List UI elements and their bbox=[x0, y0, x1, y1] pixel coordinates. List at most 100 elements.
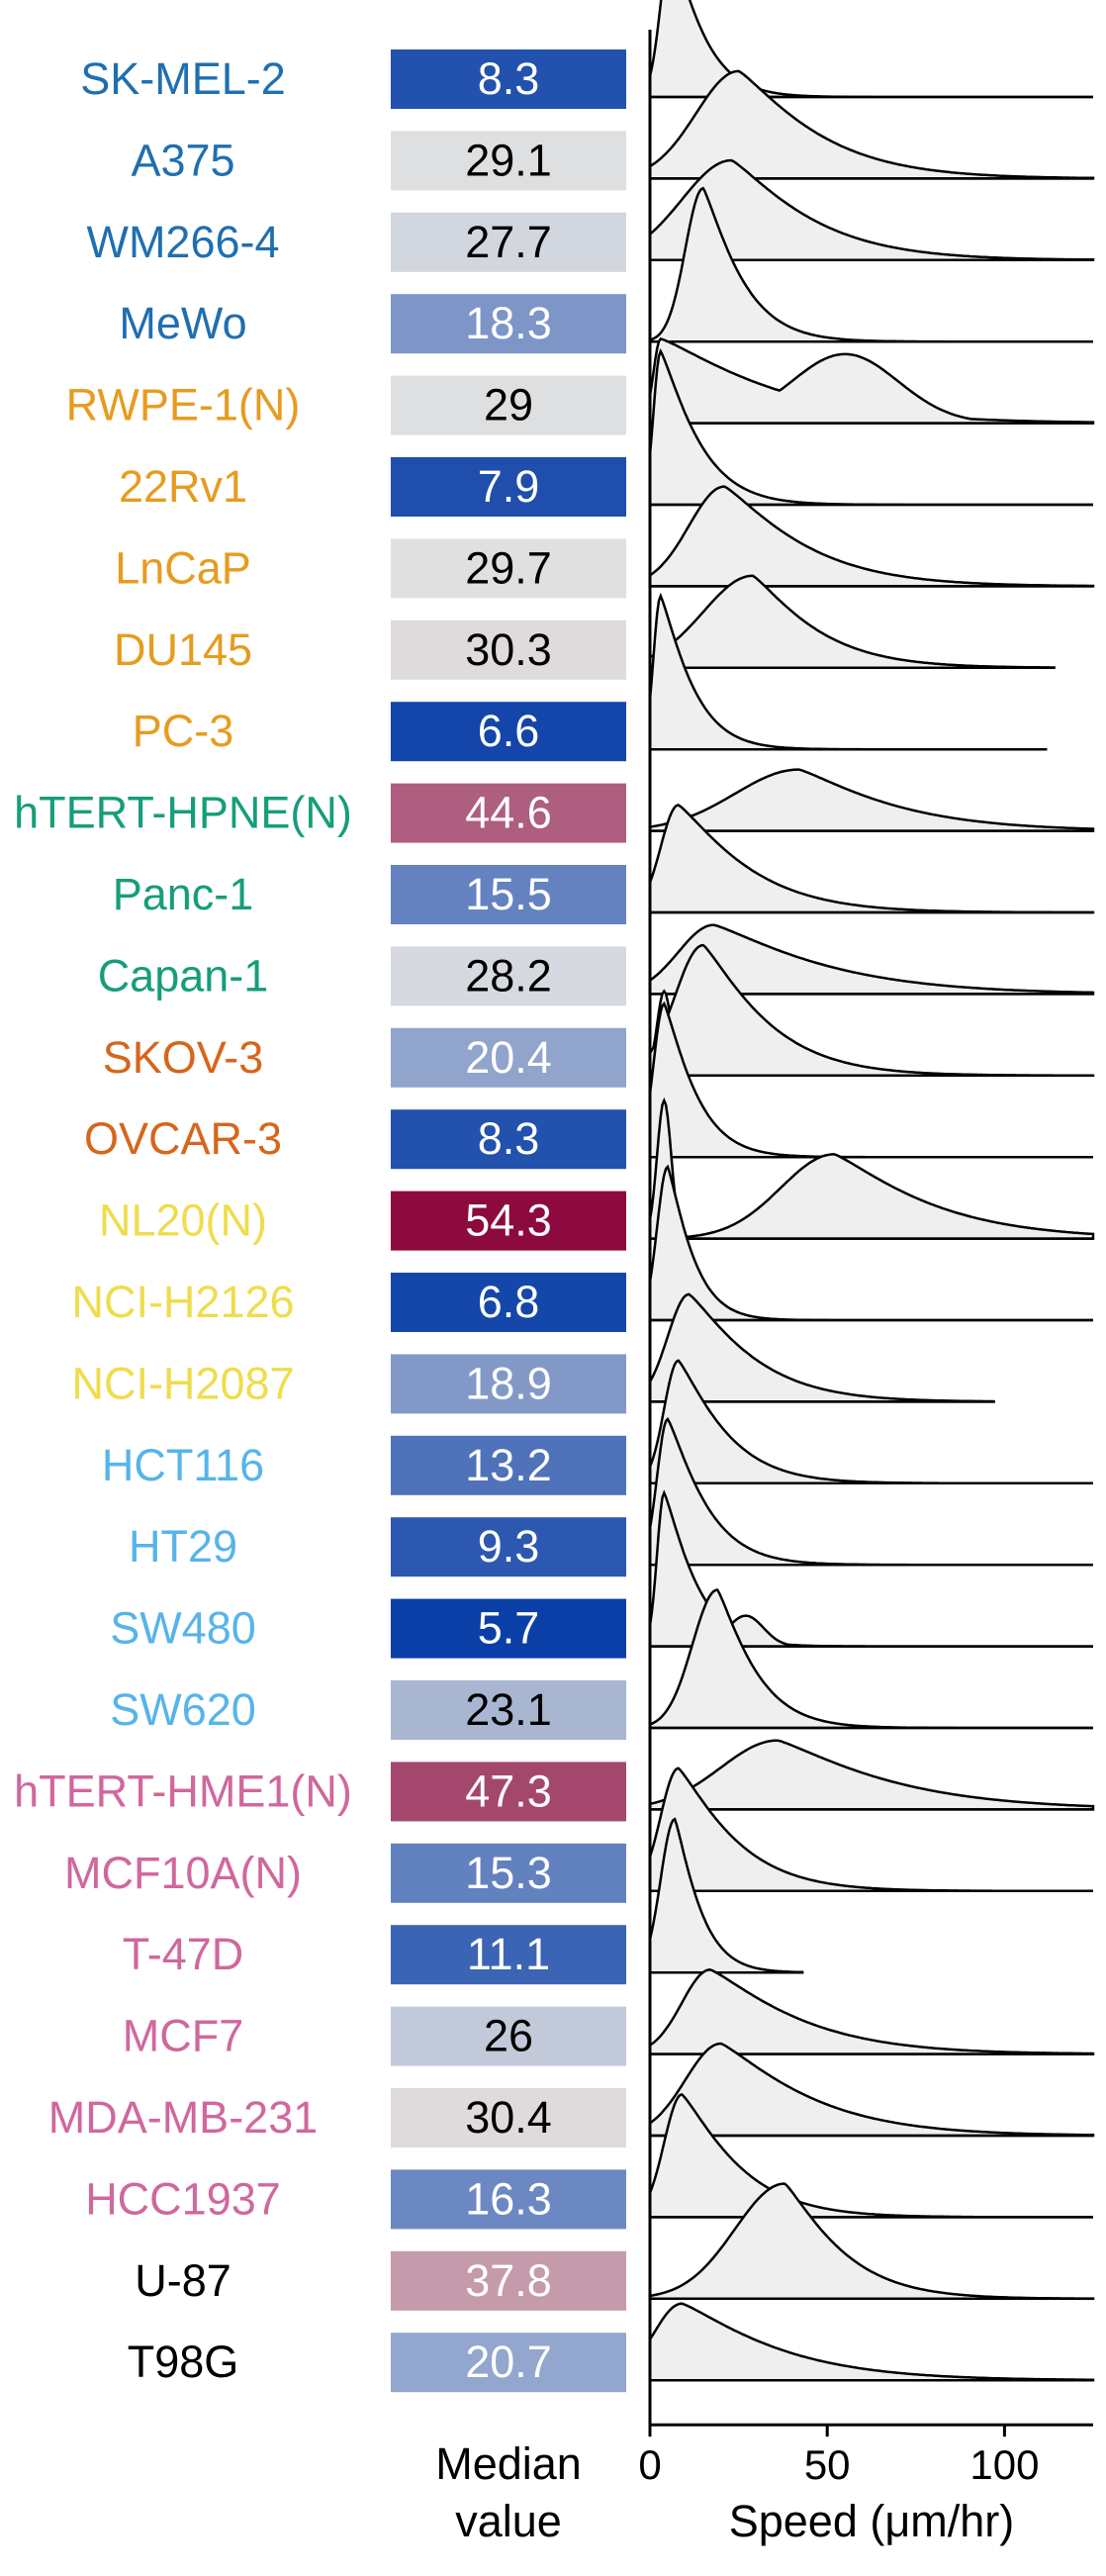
row-label: WM266-4 bbox=[86, 217, 279, 267]
median-value: 27.7 bbox=[465, 217, 552, 267]
median-value: 7.9 bbox=[478, 461, 540, 512]
median-box bbox=[391, 1435, 626, 1495]
row-label: DU145 bbox=[114, 624, 252, 675]
median-value: 8.3 bbox=[478, 53, 540, 104]
median-value: 6.6 bbox=[478, 706, 540, 756]
row-label: NCI-H2087 bbox=[71, 1358, 294, 1408]
median-value: 47.3 bbox=[465, 1765, 552, 1816]
median-value: 11.1 bbox=[467, 1929, 550, 1979]
median-box bbox=[391, 2088, 626, 2147]
median-value: 13.2 bbox=[465, 1440, 552, 1490]
row-label: MCF10A(N) bbox=[64, 1848, 302, 1898]
median-box bbox=[391, 538, 626, 599]
row-label: 22Rv1 bbox=[119, 461, 247, 512]
median-value: 18.3 bbox=[465, 298, 552, 348]
x-tick-label: 50 bbox=[804, 2441, 851, 2488]
row-label: MCF7 bbox=[123, 2011, 244, 2061]
density-ridge-t-47d bbox=[648, 1817, 804, 1974]
median-box bbox=[391, 375, 626, 435]
median-box bbox=[391, 783, 626, 843]
row-label: SW480 bbox=[110, 1603, 256, 1654]
median-value: 20.4 bbox=[465, 1032, 552, 1083]
median-box bbox=[391, 1680, 626, 1740]
median-box bbox=[391, 1191, 626, 1251]
density-ridge-a375 bbox=[648, 69, 1095, 180]
median-value: 5.7 bbox=[478, 1603, 540, 1654]
median-box bbox=[391, 1027, 626, 1088]
median-value: 9.3 bbox=[478, 1521, 540, 1572]
row-label: NL20(N) bbox=[99, 1195, 267, 1246]
median-box bbox=[391, 294, 626, 354]
row-label: T98G bbox=[128, 2337, 239, 2387]
median-header-line1: Median bbox=[435, 2438, 582, 2489]
row-label: SW620 bbox=[110, 1684, 256, 1735]
median-box bbox=[391, 2169, 626, 2230]
row-label: OVCAR-3 bbox=[84, 1113, 282, 1164]
density-ridge-nci-h2087 bbox=[648, 1292, 996, 1403]
median-value: 16.3 bbox=[465, 2173, 552, 2224]
median-value: 26 bbox=[484, 2011, 533, 2061]
x-tick-labels: 0 50 100 bbox=[638, 2425, 1039, 2488]
median-box bbox=[391, 131, 626, 191]
row-label: U-87 bbox=[135, 2255, 231, 2306]
median-box bbox=[391, 212, 626, 272]
median-box bbox=[391, 2006, 626, 2066]
median-value: 23.1 bbox=[465, 1684, 552, 1735]
row-label: HCT116 bbox=[102, 1440, 264, 1490]
row-label: NCI-H2126 bbox=[71, 1277, 294, 1327]
median-value: 15.5 bbox=[465, 869, 552, 919]
row-label: HCC1937 bbox=[85, 2173, 281, 2224]
median-value: 18.9 bbox=[465, 1358, 552, 1408]
median-value: 28.2 bbox=[465, 950, 552, 1001]
x-axis-label: Speed (μm/hr) bbox=[729, 2496, 1015, 2546]
x-tick-label: 100 bbox=[969, 2441, 1039, 2488]
median-box bbox=[391, 2250, 626, 2311]
median-header-line2: value bbox=[455, 2496, 562, 2546]
median-value: 54.3 bbox=[465, 1195, 552, 1246]
density-ridge-capan-1 bbox=[648, 923, 1095, 996]
median-box bbox=[391, 1598, 626, 1659]
density-ridge-lncap bbox=[648, 485, 1095, 588]
density-ridge-mda-mb-231 bbox=[648, 2042, 1095, 2138]
row-label: PC-3 bbox=[133, 706, 234, 756]
median-box bbox=[391, 865, 626, 924]
median-box bbox=[391, 457, 626, 517]
density-ridge-rwpe-1-n- bbox=[648, 336, 1095, 425]
density-ridge-nl20-n- bbox=[648, 1097, 1095, 1240]
median-box bbox=[391, 1925, 626, 1985]
median-value: 29 bbox=[484, 380, 533, 430]
density-ridge-htert-hme1-n- bbox=[648, 1739, 1095, 1811]
x-axis bbox=[648, 30, 1093, 2427]
median-box bbox=[391, 1354, 626, 1414]
median-value: 15.3 bbox=[465, 1848, 552, 1898]
row-label: T-47D bbox=[123, 1929, 244, 1979]
rows-layer: SK-MEL-2 8.3 A375 29.1 WM266-4 27.7 MeWo 18.3 RW… bbox=[14, 0, 1095, 2393]
row-label: Panc-1 bbox=[113, 869, 254, 919]
density-ridge-t98g bbox=[648, 2302, 1095, 2382]
median-value: 30.4 bbox=[465, 2092, 552, 2143]
median-value: 8.3 bbox=[478, 1113, 540, 1164]
median-value: 20.7 bbox=[465, 2337, 552, 2387]
density-ridge-htert-hpne-n- bbox=[648, 768, 1095, 832]
density-ridge-sk-mel-2 bbox=[648, 0, 1093, 99]
median-box bbox=[391, 1762, 626, 1822]
row-label: MeWo bbox=[119, 298, 246, 348]
median-box bbox=[391, 620, 626, 680]
row-label: MDA-MB-231 bbox=[48, 2092, 319, 2143]
median-box bbox=[391, 1517, 626, 1577]
row-label: LnCaP bbox=[115, 542, 251, 593]
median-box bbox=[391, 1843, 626, 1903]
density-ridge-wm266-4 bbox=[648, 158, 1095, 262]
median-box bbox=[391, 1109, 626, 1170]
row-label: RWPE-1(N) bbox=[66, 380, 301, 430]
median-box bbox=[391, 2333, 626, 2393]
row-label: SKOV-3 bbox=[103, 1032, 264, 1083]
row-label: hTERT-HPNE(N) bbox=[14, 788, 352, 838]
row-label: A375 bbox=[131, 135, 234, 185]
density-ridge-mcf7 bbox=[648, 1968, 1095, 2055]
median-value: 30.3 bbox=[465, 624, 552, 675]
row-label: Capan-1 bbox=[98, 950, 269, 1001]
median-value: 44.6 bbox=[465, 788, 552, 838]
median-value: 29.7 bbox=[465, 542, 552, 593]
